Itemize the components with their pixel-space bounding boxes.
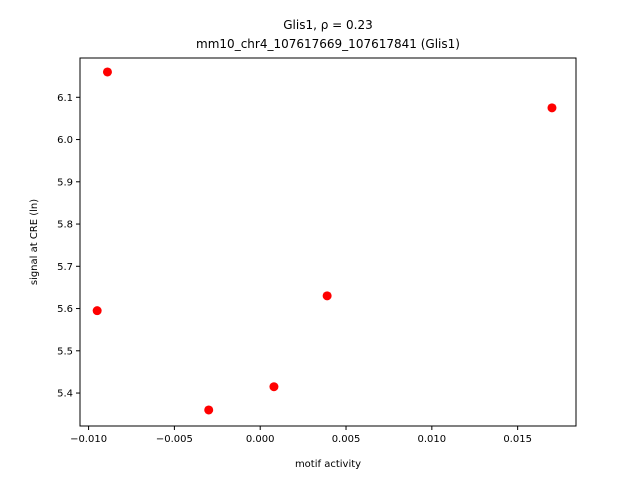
y-tick-label: 6.0: [57, 135, 73, 146]
y-axis-label: signal at CRE (ln): [29, 199, 40, 285]
y-tick-label: 5.4: [57, 389, 73, 400]
y-tick-label: 5.8: [57, 220, 73, 231]
x-tick-label: 0.015: [503, 434, 532, 445]
x-tick-label: 0.000: [246, 434, 275, 445]
scatter-point: [102, 67, 112, 77]
x-tick-label: −0.005: [156, 434, 193, 445]
x-axis-label: motif activity: [295, 459, 361, 470]
scatter-point: [322, 291, 332, 301]
scatter-point: [92, 306, 102, 316]
data-points: [92, 67, 557, 415]
y-tick-label: 5.6: [57, 304, 73, 315]
y-tick-label: 5.7: [57, 262, 73, 273]
scatter-point: [547, 103, 557, 113]
y-tick-label: 5.9: [57, 177, 73, 188]
y-tick-label: 5.5: [57, 346, 73, 357]
x-tick-label: −0.010: [70, 434, 107, 445]
x-tick-label: 0.010: [418, 434, 447, 445]
y-tick-label: 6.1: [57, 93, 73, 104]
chart-title-line1: Glis1, ρ = 0.23: [283, 18, 373, 32]
x-tick-label: 0.005: [332, 434, 361, 445]
scatter-point: [204, 405, 214, 415]
chart-title-line2: mm10_chr4_107617669_107617841 (Glis1): [196, 37, 460, 51]
scatter-point: [269, 382, 279, 392]
axis-ticks: −0.010 −0.005 0.000 0.005 0.010 0.015 5.4 5.5 5.…: [57, 93, 532, 445]
plot-area-frame: [79, 57, 577, 427]
